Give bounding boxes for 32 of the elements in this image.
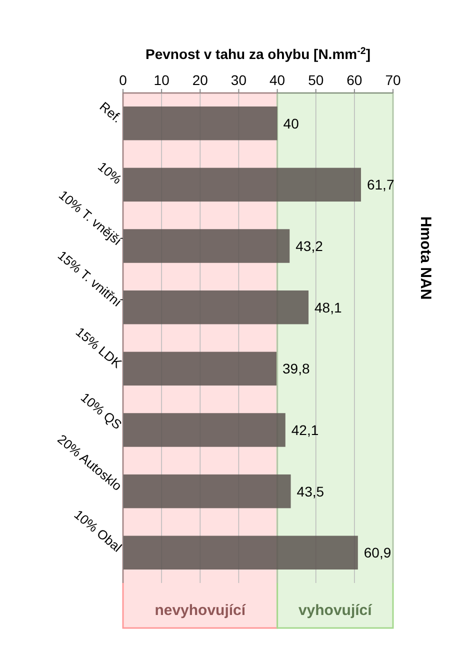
bar [123,290,309,324]
x-tick-label: 70 [385,72,401,88]
x-tick-label: 40 [269,72,286,88]
x-tick-label: 60 [346,72,362,88]
data-label: 39,8 [282,360,310,377]
data-label: 43,5 [296,483,324,500]
bar [123,106,278,140]
x-tick-label: 30 [230,72,247,88]
bar [123,168,361,202]
text: Hmota NAN [417,216,434,300]
bar [123,474,291,508]
band-label: nevyhovující [154,602,246,619]
y-tick-label: 10% QS [78,390,125,432]
y-tick-label: 10% Obal [71,506,125,556]
x-tick-label: 20 [192,72,208,88]
data-label: 60,9 [364,544,392,561]
y-tick-label: Ref. [96,98,125,126]
data-label: 61,7 [366,176,394,193]
bar [123,229,290,263]
data-label: 40 [283,115,300,132]
x-tick-label: 50 [308,72,324,88]
bar [123,413,286,447]
data-label: 43,2 [296,238,324,254]
data-label: 48,1 [314,299,342,316]
x-tick-label: 10 [154,72,170,88]
y-tick-label: 10% [95,158,126,188]
bar [123,536,358,570]
bar [123,352,277,386]
data-label: 42,1 [291,422,319,438]
band-label: vyhovující [298,602,373,619]
x-axis-title: Pevnost v tahu za ohybu [N.mm$^{-2}$] [146,46,370,62]
x-tick-label: 0 [119,72,128,88]
